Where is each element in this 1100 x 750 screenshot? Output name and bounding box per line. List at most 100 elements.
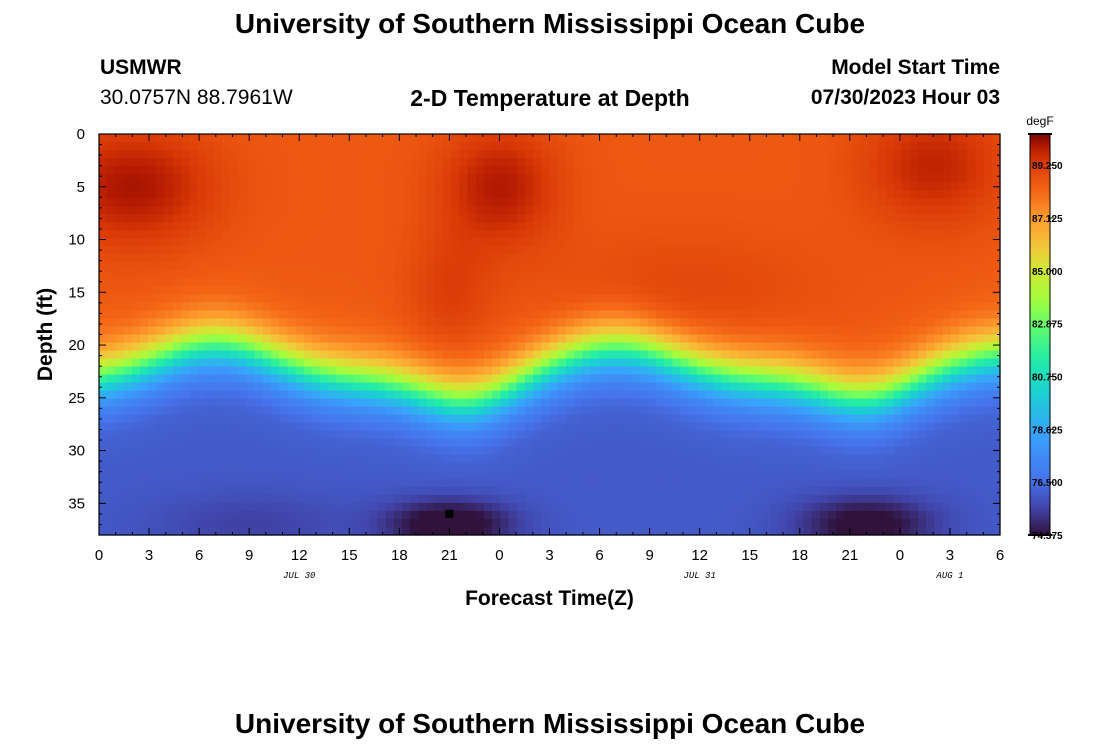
heatmap-cell xyxy=(557,478,567,488)
heatmap-cell xyxy=(402,486,411,496)
heatmap-cell xyxy=(271,134,280,143)
heatmap-cell xyxy=(230,214,239,223)
heatmap-cell xyxy=(164,246,174,255)
heatmap-cell xyxy=(189,206,198,215)
heatmap-cell xyxy=(451,254,460,263)
heatmap-cell xyxy=(565,438,575,448)
heatmap-cell xyxy=(410,134,420,143)
heatmap-cell xyxy=(303,262,313,271)
heatmap-cell xyxy=(778,462,788,472)
heatmap-cell xyxy=(148,526,157,536)
heatmap-cell xyxy=(483,478,493,488)
heatmap-cell xyxy=(426,326,436,336)
heatmap-cell xyxy=(131,158,141,167)
heatmap-cell xyxy=(279,422,288,432)
heatmap-cell xyxy=(246,294,256,304)
heatmap-cell xyxy=(615,358,624,368)
heatmap-cell xyxy=(860,190,870,199)
heatmap-cell xyxy=(516,366,526,376)
heatmap-cell xyxy=(451,134,460,143)
heatmap-cell xyxy=(361,430,370,440)
heatmap-cell xyxy=(180,174,190,183)
heatmap-cell xyxy=(467,262,477,271)
heatmap-cell xyxy=(99,350,108,360)
heatmap-cell xyxy=(795,390,805,400)
heatmap-cell xyxy=(344,270,354,279)
heatmap-cell xyxy=(311,478,321,488)
heatmap-cell xyxy=(156,254,166,263)
heatmap-cell xyxy=(852,254,862,263)
heatmap-cell xyxy=(197,278,207,287)
heatmap-cell xyxy=(443,406,452,416)
heatmap-cell xyxy=(287,238,297,247)
heatmap-cell xyxy=(131,382,141,392)
heatmap-cell xyxy=(729,398,739,408)
heatmap-cell xyxy=(811,422,821,432)
heatmap-cell xyxy=(574,150,583,159)
heatmap-cell xyxy=(377,454,387,464)
heatmap-cell xyxy=(434,462,444,472)
heatmap-cell xyxy=(770,366,780,376)
heatmap-cell xyxy=(893,326,903,336)
heatmap-cell xyxy=(582,166,592,175)
heatmap-cell xyxy=(164,286,174,295)
heatmap-cell xyxy=(713,158,723,167)
heatmap-cell xyxy=(533,198,542,207)
heatmap-cell xyxy=(721,438,731,448)
heatmap-cell xyxy=(836,166,845,175)
heatmap-cell xyxy=(655,230,665,239)
heatmap-cell xyxy=(787,238,796,247)
heatmap-cell xyxy=(402,382,411,392)
heatmap-cell xyxy=(213,318,223,328)
heatmap-cell xyxy=(893,278,903,287)
heatmap-cell xyxy=(467,270,477,279)
heatmap-cell xyxy=(451,142,460,151)
heatmap-cell xyxy=(598,478,608,488)
heatmap-cell xyxy=(680,342,690,352)
heatmap-cell xyxy=(418,262,428,271)
heatmap-cell xyxy=(655,510,665,520)
heatmap-cell xyxy=(893,374,903,384)
heatmap-cell xyxy=(549,302,559,312)
heatmap-cell xyxy=(377,230,387,239)
heatmap-cell xyxy=(123,430,133,440)
heatmap-cell xyxy=(754,206,764,215)
heatmap-cell xyxy=(647,470,657,480)
heatmap-cell xyxy=(541,526,551,536)
heatmap-cell xyxy=(418,134,428,143)
heatmap-cell xyxy=(418,326,428,336)
heatmap-cell xyxy=(885,326,895,336)
heatmap-cell xyxy=(172,230,182,239)
heatmap-cell xyxy=(336,422,346,432)
heatmap-cell xyxy=(885,310,895,320)
heatmap-cell xyxy=(262,462,272,472)
heatmap-cell xyxy=(377,238,387,247)
heatmap-cell xyxy=(541,222,551,231)
heatmap-cell xyxy=(770,214,780,223)
heatmap-cell xyxy=(901,518,911,528)
heatmap-cell xyxy=(467,206,477,215)
heatmap-cell xyxy=(770,254,780,263)
heatmap-cell xyxy=(623,526,633,536)
heatmap-cell xyxy=(287,414,297,424)
heatmap-cell xyxy=(205,134,215,143)
heatmap-cell xyxy=(565,422,575,432)
heatmap-cell xyxy=(172,494,182,504)
heatmap-cell xyxy=(156,502,166,512)
heatmap-cell xyxy=(737,182,747,191)
heatmap-cell xyxy=(246,454,256,464)
heatmap-cell xyxy=(361,374,370,384)
heatmap-cell xyxy=(139,286,149,295)
heatmap-cell xyxy=(287,510,297,520)
heatmap-cell xyxy=(344,382,354,392)
heatmap-cell xyxy=(148,214,157,223)
heatmap-cell xyxy=(688,494,698,504)
heatmap-cell xyxy=(696,398,706,408)
heatmap-cell xyxy=(410,526,420,536)
heatmap-cell xyxy=(795,414,805,424)
heatmap-cell xyxy=(221,198,231,207)
heatmap-cell xyxy=(549,182,559,191)
heatmap-cell xyxy=(565,238,575,247)
heatmap-cell xyxy=(410,262,420,271)
heatmap-cell xyxy=(344,310,354,320)
